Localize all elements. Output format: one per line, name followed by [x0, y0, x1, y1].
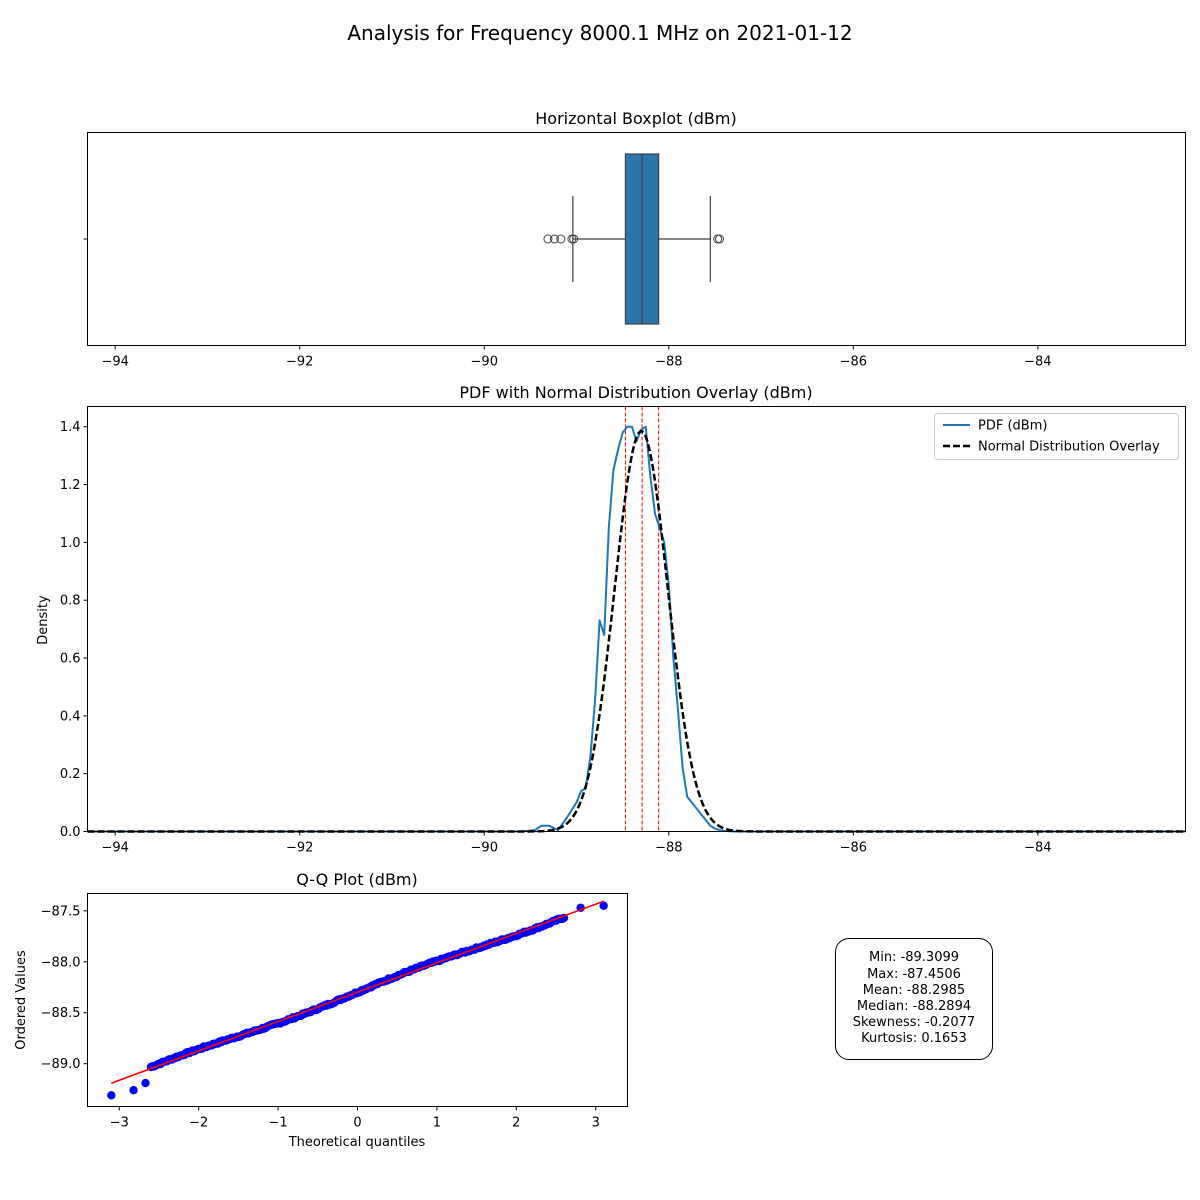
pdf-panel: PDF with Normal Distribution Overlay (dB…	[36, 383, 1186, 856]
x-tick-label: −94	[101, 355, 128, 370]
x-tick-label: −84	[1024, 841, 1051, 856]
boxplot-panel: Horizontal Boxplot (dBm) −94 −92 −90 −88 −86…	[83, 109, 1186, 370]
y-tick-label: 0.6	[60, 652, 81, 667]
y-tick-label: 0.2	[60, 767, 81, 782]
y-tick-label: −88.5	[41, 1006, 81, 1021]
qq-fit-line	[111, 900, 604, 1084]
stat-skewness: Skewness: -0.2077	[852, 1015, 976, 1031]
x-tick-label: 3	[592, 1116, 600, 1131]
outlier-point	[543, 234, 553, 244]
y-tick-label: −87.5	[41, 904, 81, 919]
x-tick-label: 2	[512, 1116, 520, 1131]
qq-ylabel: Ordered Values	[14, 950, 29, 1050]
x-tick-label: −92	[286, 841, 313, 856]
pdf-legend: PDF (dBm) Normal Distribution Overlay	[934, 413, 1179, 460]
pdf-frame	[87, 406, 1186, 832]
qq-panel: Q-Q Plot (dBm) Ordered Values Theoretica…	[14, 870, 628, 1150]
qq-point	[141, 1078, 150, 1088]
stat-mean: Mean: -88.2985	[862, 982, 966, 998]
x-tick-label: −94	[101, 841, 128, 856]
y-tick-label: 0.8	[60, 594, 81, 609]
legend-normal-label: Normal Distribution Overlay	[978, 440, 1160, 455]
x-tick-label: 1	[433, 1116, 441, 1131]
outlier-point	[549, 234, 559, 244]
x-tick-label: −92	[286, 355, 313, 370]
legend-pdf-label: PDF (dBm)	[978, 419, 1047, 434]
x-tick-label: 0	[353, 1116, 361, 1131]
y-tick-label: −89.0	[41, 1057, 81, 1072]
y-tick-label: 0.0	[60, 825, 81, 840]
qq-point	[599, 901, 608, 910]
y-tick-label: 1.4	[60, 420, 81, 435]
qq-title: Q-Q Plot (dBm)	[296, 870, 418, 889]
x-tick-label: −1	[269, 1116, 288, 1131]
outlier-point	[569, 234, 579, 244]
outlier-point	[715, 234, 725, 244]
x-tick-label: −90	[471, 355, 498, 370]
stat-kurtosis: Kurtosis: 0.1653	[861, 1031, 967, 1047]
normal-overlay-line	[87, 429, 1186, 833]
figure-title: Analysis for Frequency 8000.1 MHz on 202…	[347, 21, 852, 45]
stat-median: Median: -88.2894	[856, 999, 972, 1014]
stat-max: Max: -87.4506	[867, 966, 961, 982]
y-tick-label: 1.2	[60, 478, 81, 493]
boxplot-title: Horizontal Boxplot (dBm)	[535, 109, 736, 128]
pdf-ylabel: Density	[36, 595, 51, 645]
x-tick-label: −90	[471, 841, 498, 856]
qq-point	[107, 1091, 116, 1100]
stat-min: Min: -89.3099	[868, 950, 960, 966]
x-tick-label: −84	[1024, 355, 1051, 370]
x-tick-label: −88	[655, 841, 682, 856]
y-tick-label: 0.4	[60, 709, 81, 724]
pdf-title: PDF with Normal Distribution Overlay (dB…	[459, 383, 812, 402]
qq-point	[129, 1085, 138, 1095]
x-tick-label: −86	[840, 841, 867, 856]
statistics-box: Min: -89.3099 Max: -87.4506 Mean: -88.29…	[835, 938, 993, 1060]
outlier-point	[713, 234, 723, 244]
pdf-line	[87, 425, 1186, 833]
x-tick-label: −88	[655, 355, 682, 370]
x-tick-label: −86	[840, 355, 867, 370]
y-tick-label: 1.0	[60, 536, 81, 551]
x-tick-label: −2	[189, 1116, 208, 1131]
legend-frame	[934, 413, 1179, 460]
outlier-point	[556, 234, 566, 244]
y-tick-label: −88.0	[41, 955, 81, 970]
x-tick-label: −3	[110, 1116, 129, 1131]
qq-xlabel: Theoretical quantiles	[288, 1135, 426, 1150]
